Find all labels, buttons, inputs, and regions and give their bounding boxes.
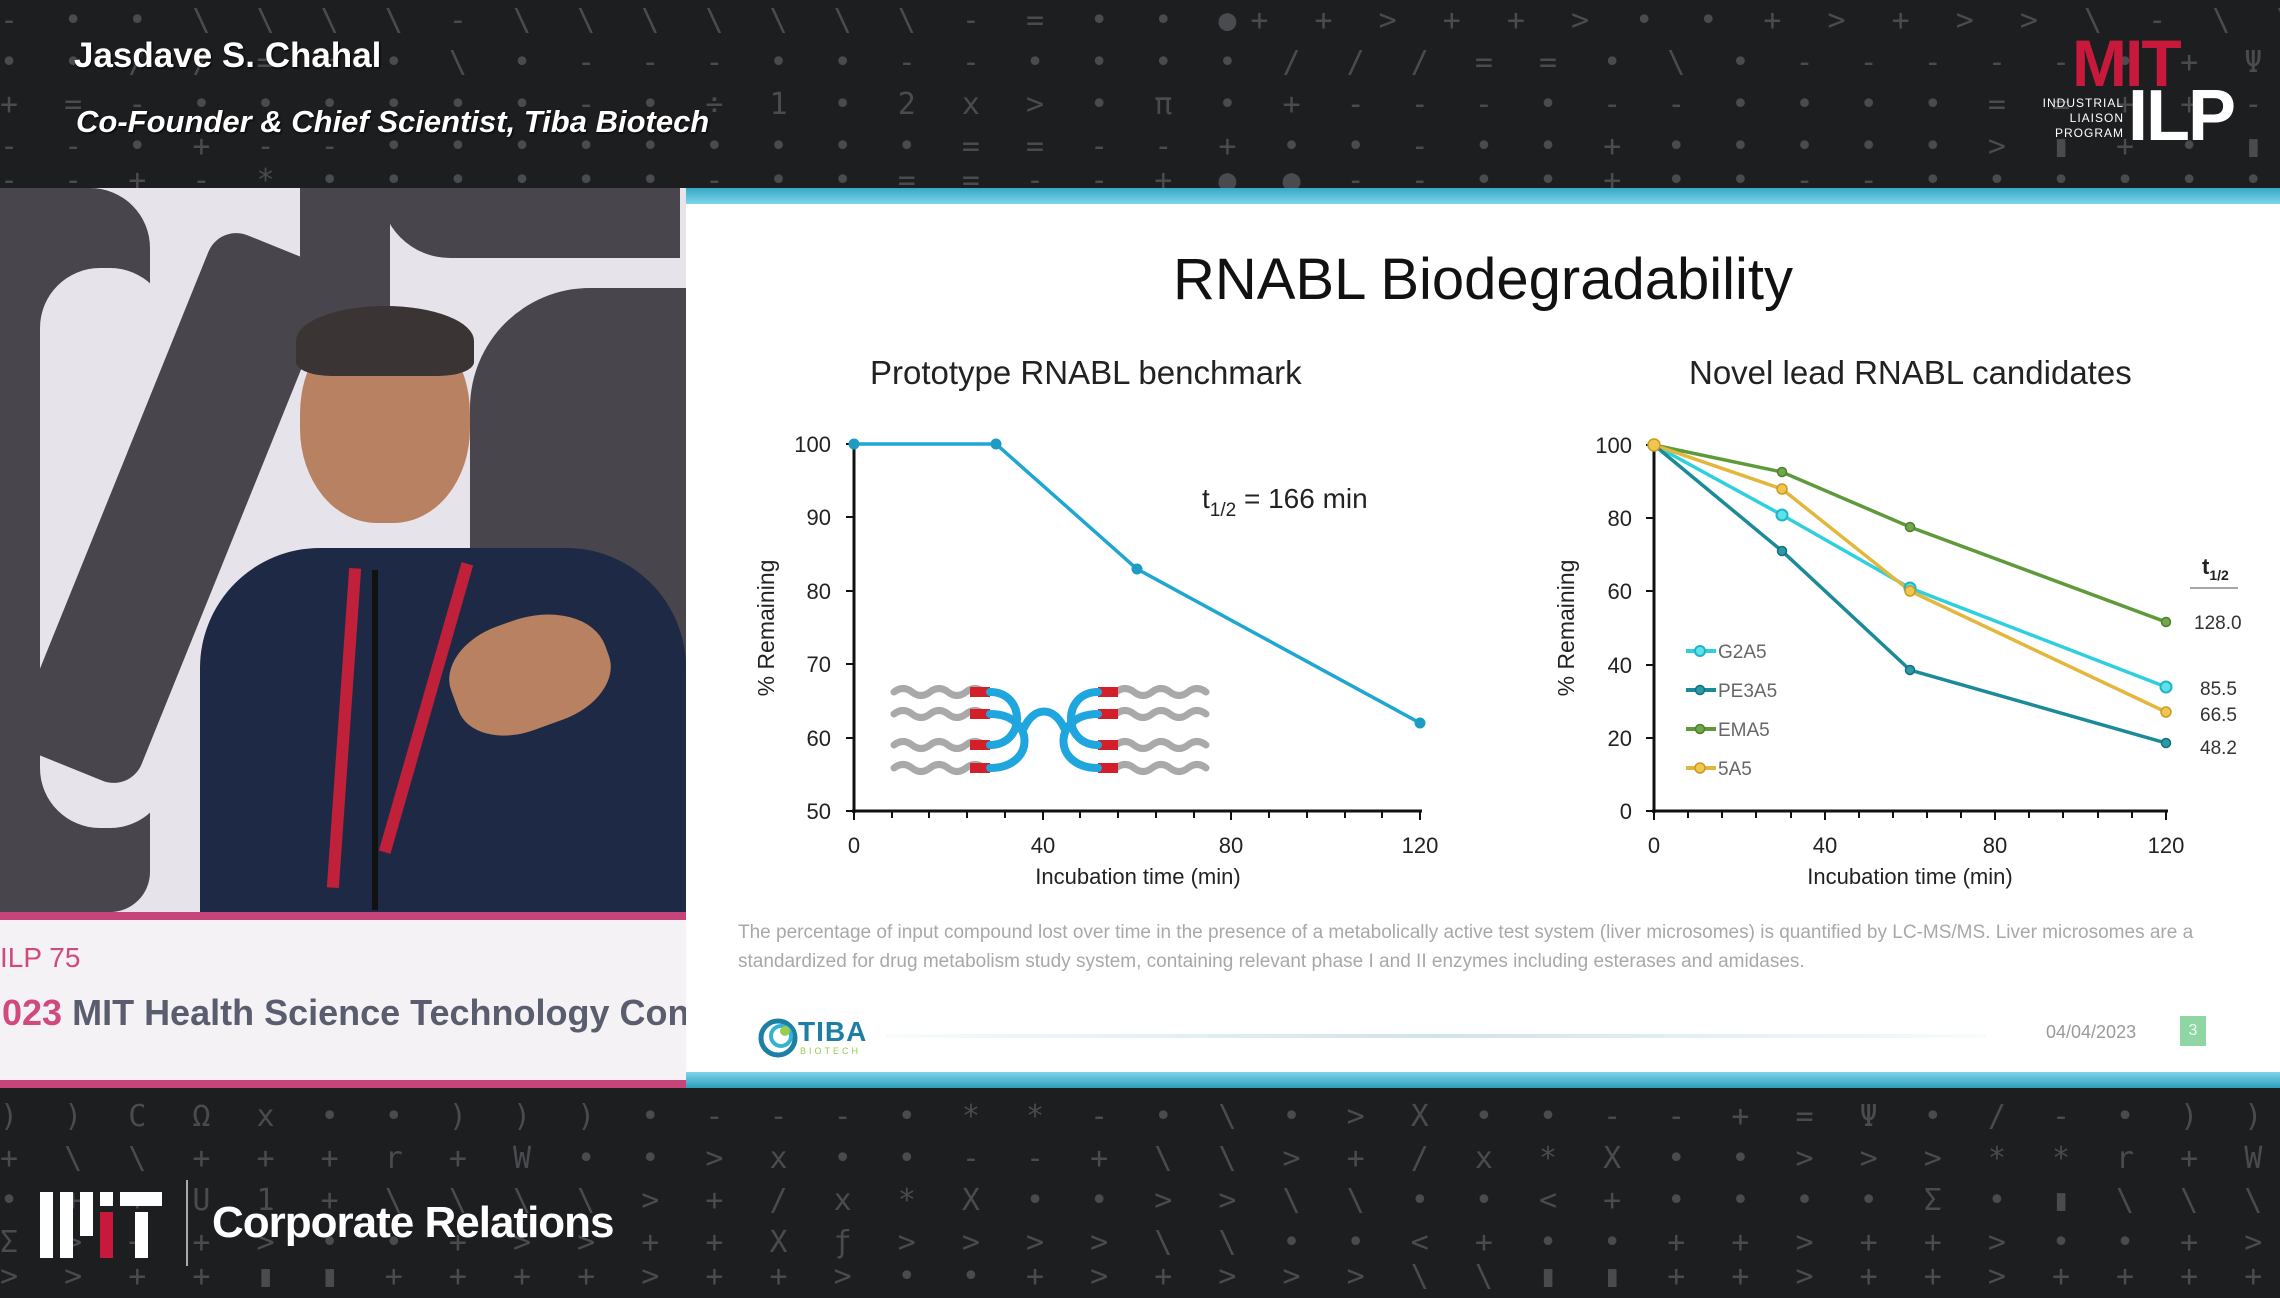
- slide-title: RNABL Biodegradability: [1172, 247, 1794, 312]
- svg-text:50: 50: [807, 799, 831, 824]
- footer-divider: [186, 1180, 188, 1266]
- svg-text:120: 120: [1402, 833, 1439, 858]
- presentation-slide: RNABL Biodegradability Prototype RNABL b…: [686, 188, 2280, 1088]
- svg-text:100: 100: [794, 432, 831, 457]
- half-life-column: t1/2 128.0 85.5 66.5 48.2: [2190, 554, 2242, 759]
- y-tick-labels: 100 80 60 40 20 0: [1595, 433, 1632, 824]
- benchmark-series-line: [854, 442, 1421, 725]
- series-g2a5-line: [1653, 443, 2167, 689]
- svg-text:0: 0: [1620, 799, 1632, 824]
- legend-item-5a5: 5A5: [1686, 759, 1752, 780]
- svg-text:80: 80: [1219, 833, 1243, 858]
- half-life-5a5: 66.5: [2200, 705, 2237, 726]
- background-glyph-pattern: • + + U 1 + \ \ \ \ > + / x * X • • > > …: [0, 1183, 2280, 1218]
- conference-title: 023 MIT Health Science Technology Conf: [2, 992, 702, 1033]
- stage-backdrop-shape: [380, 188, 680, 258]
- benchmark-chart: 100 90 80 70 60 50 0 40 80 120 Incubation time …: [753, 432, 1438, 889]
- svg-text:40: 40: [1813, 833, 1837, 858]
- legend: G2A5 PE3A5 EMA5 5A5: [1686, 642, 1777, 780]
- background-glyph-pattern: - • • \ \ \ \ - \ \ \ \ \ \ \ - = • • ●+…: [0, 3, 2280, 38]
- slide-caption: The percentage of input compound lost ov…: [738, 922, 2194, 972]
- svg-text:20: 20: [1608, 726, 1632, 751]
- x-ticks: [1653, 811, 2167, 820]
- half-life-annotation: t1/2 = 166 min: [1202, 483, 1368, 521]
- legend-item-g2a5: G2A5: [1686, 642, 1767, 663]
- background-glyph-pattern: • • / / = = • \ • - - - • • - - • • • • …: [0, 45, 2280, 80]
- y-axis-label: % Remaining: [1553, 560, 1579, 697]
- svg-text:60: 60: [807, 726, 831, 751]
- svg-text:80: 80: [1608, 506, 1632, 531]
- legend-item-pe3a5: PE3A5: [1686, 681, 1777, 702]
- half-life-ema5: 128.0: [2194, 613, 2242, 634]
- mit-ilp-logo: MIT ILP INDUSTRIAL LIAISON PROGRAM: [2032, 26, 2236, 152]
- series-pe3a5-line: [1652, 443, 2167, 745]
- series-ema5-line: [1653, 443, 2167, 624]
- speaker-video: [0, 188, 686, 912]
- svg-text:60: 60: [1608, 579, 1632, 604]
- bottom-banner: ) ) C Ω x • • ) ) ) • - - - • * * - • \ …: [0, 1088, 2280, 1294]
- y-ticks: [1646, 444, 1654, 812]
- conference-banner: ILP 75 023 MIT Health Science Technology…: [0, 912, 701, 1088]
- microphone-stand: [372, 570, 378, 910]
- charts-svg: 100 90 80 70 60 50 0 40 80 120 Incubation time …: [753, 432, 2242, 889]
- svg-text:80: 80: [1983, 833, 2007, 858]
- slide-page-number: 3: [2180, 1016, 2206, 1046]
- speaker-body: [200, 548, 686, 912]
- svg-text:40: 40: [1608, 653, 1632, 678]
- chart-title-candidates: Novel lead RNABL candidates: [1689, 354, 2132, 391]
- slide-date: 04/04/2023: [2046, 1022, 2137, 1042]
- svg-text:0: 0: [1648, 833, 1660, 858]
- series-markers: [1647, 438, 2173, 749]
- slide-footer-rule: [886, 1034, 1986, 1038]
- svg-text:G2A5: G2A5: [1718, 642, 1767, 663]
- x-tick-labels: 0 40 80 120: [848, 833, 1438, 858]
- svg-text:80: 80: [807, 579, 831, 604]
- half-life-g2a5: 85.5: [2200, 679, 2237, 700]
- svg-text:EMA5: EMA5: [1718, 720, 1770, 741]
- top-banner: - • • \ \ \ \ - \ \ \ \ \ \ \ - = • • ●+…: [0, 0, 2280, 198]
- y-axis-label: % Remaining: [753, 560, 779, 697]
- svg-text:40: 40: [1031, 833, 1055, 858]
- speaker-hair: [296, 306, 474, 376]
- slide-bottom-band: [686, 1072, 2280, 1088]
- half-life-header: t1/2: [2202, 554, 2229, 583]
- rnabl-molecule-diagram: [890, 685, 1210, 775]
- y-tick-labels: 100 90 80 70 60 50: [794, 432, 831, 824]
- background-glyph-pattern: + \ \ + + + r + W • • > x • • - - + \ \ …: [0, 1141, 2280, 1176]
- background-glyph-pattern: > > + + ▮ ▮ + + + + > + + > • • + > + > …: [0, 1259, 2280, 1294]
- legend-item-ema5: EMA5: [1686, 720, 1770, 741]
- background-glyph-pattern: - - • + - - • • • • • • • • • = = - - + …: [0, 129, 2280, 164]
- background-glyph-pattern: Σ > + + > • • + > > + + X ƒ > > > > \ \ …: [0, 1225, 2280, 1260]
- x-axis-label: Incubation time (min): [1035, 864, 1240, 889]
- speaker-name: Jasdave S. Chahal: [74, 36, 382, 75]
- ilp75-logo: ILP 75: [0, 942, 81, 973]
- svg-text:90: 90: [807, 505, 831, 530]
- candidates-chart: 100 80 60 40 20 0 0 40 80 120 Incubation time (…: [1553, 433, 2242, 889]
- speaker-title: Co-Founder & Chief Scientist, Tiba Biote…: [76, 104, 710, 139]
- half-life-pe3a5: 48.2: [2200, 738, 2237, 759]
- x-axis-label: Incubation time (min): [1807, 864, 2012, 889]
- ilp-logo-ilp: ILP: [2128, 76, 2236, 156]
- mit-logo: [40, 1192, 162, 1258]
- svg-text:100: 100: [1595, 433, 1632, 458]
- corporate-relations-label: Corporate Relations: [212, 1198, 615, 1247]
- background-glyph-pattern: + = - • • • • • • - • ÷ 1 • 2 x > • π • …: [0, 87, 2280, 122]
- slide-top-band: [686, 188, 2280, 204]
- svg-text:120: 120: [2148, 833, 2185, 858]
- svg-text:5A5: 5A5: [1718, 759, 1752, 780]
- svg-text:70: 70: [807, 652, 831, 677]
- chart-title-benchmark: Prototype RNABL benchmark: [870, 354, 1302, 391]
- ilp-logo-mit: MIT: [2072, 26, 2182, 100]
- ilp-logo-subtitle: INDUSTRIAL LIAISON PROGRAM: [2042, 96, 2124, 140]
- background-glyph-pattern: ) ) C Ω x • • ) ) ) • - - - • * * - • \ …: [0, 1099, 2280, 1134]
- tiba-swirl-icon: [758, 1018, 798, 1058]
- tiba-biotech-logo: TIBA BIOTECH: [758, 1014, 868, 1064]
- svg-text:PE3A5: PE3A5: [1718, 681, 1777, 702]
- x-tick-labels: 0 40 80 120: [1648, 833, 2184, 858]
- x-ticks: [853, 811, 1421, 820]
- benchmark-data-points: [848, 438, 1426, 729]
- svg-text:0: 0: [848, 833, 860, 858]
- series-5a5-line: [1653, 443, 2167, 714]
